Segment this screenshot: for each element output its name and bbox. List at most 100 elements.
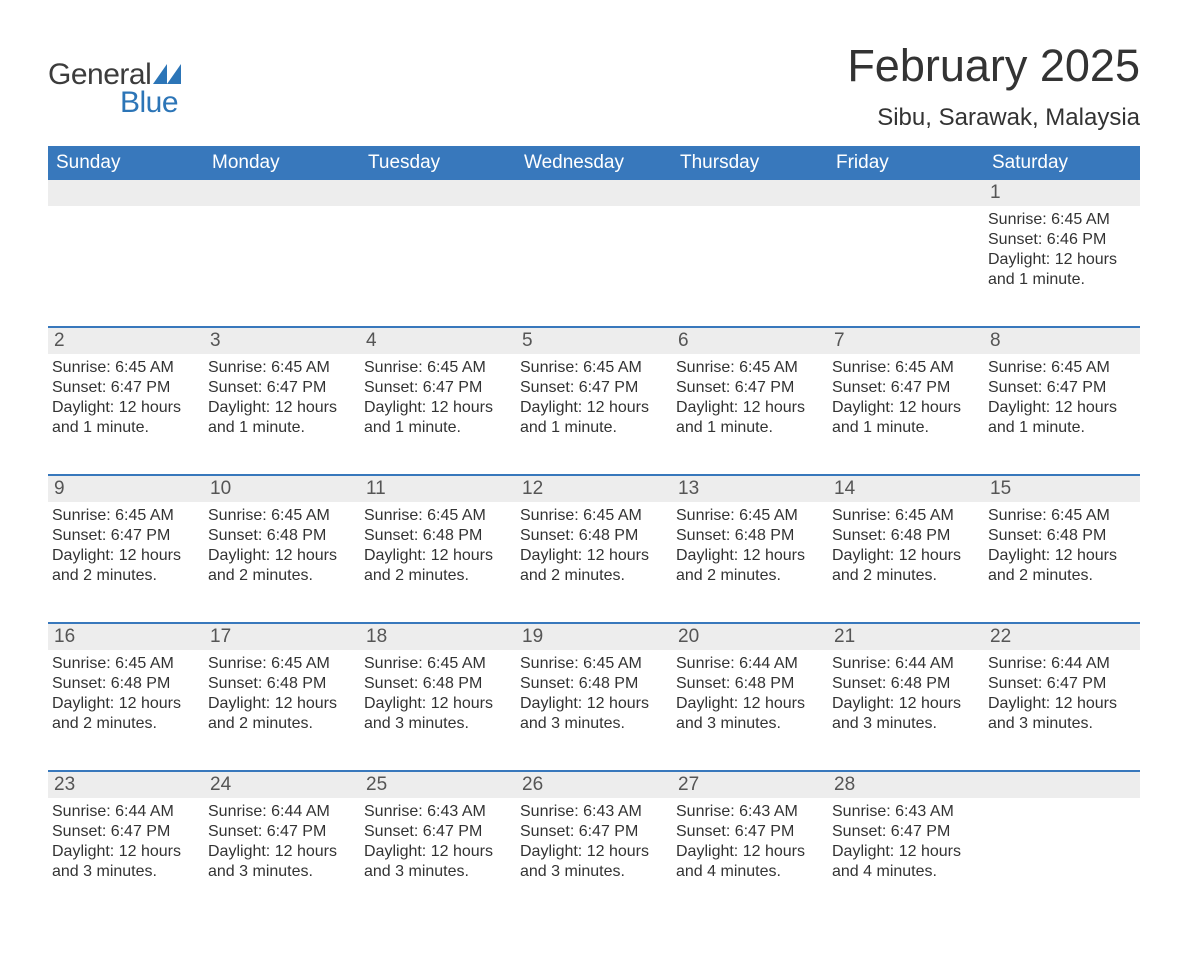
daylight-text: Daylight: 12 hours and 3 minutes. — [520, 694, 666, 734]
daylight-text: Daylight: 12 hours and 3 minutes. — [364, 694, 510, 734]
day-content: Sunrise: 6:44 AMSunset: 6:47 PMDaylight:… — [204, 798, 360, 898]
sunset-text: Sunset: 6:47 PM — [364, 378, 510, 398]
day-content-row: Sunrise: 6:45 AMSunset: 6:48 PMDaylight:… — [48, 650, 1140, 750]
day-content: Sunrise: 6:45 AMSunset: 6:47 PMDaylight:… — [48, 502, 204, 602]
daylight-text: Daylight: 12 hours and 3 minutes. — [520, 842, 666, 882]
day-number: 27 — [672, 772, 828, 798]
day-number: 25 — [360, 772, 516, 798]
day-content: Sunrise: 6:44 AMSunset: 6:47 PMDaylight:… — [984, 650, 1140, 750]
daylight-text: Daylight: 12 hours and 3 minutes. — [676, 694, 822, 734]
day-number: 18 — [360, 624, 516, 650]
sunset-text: Sunset: 6:46 PM — [988, 230, 1134, 250]
day-number: 1 — [984, 180, 1140, 206]
sunrise-text: Sunrise: 6:45 AM — [364, 358, 510, 378]
day-number: 14 — [828, 476, 984, 502]
sunset-text: Sunset: 6:48 PM — [676, 526, 822, 546]
day-content: Sunrise: 6:45 AMSunset: 6:48 PMDaylight:… — [204, 650, 360, 750]
day-content-row: Sunrise: 6:45 AMSunset: 6:47 PMDaylight:… — [48, 502, 1140, 602]
sunrise-text: Sunrise: 6:43 AM — [832, 802, 978, 822]
day-number-row: 232425262728 — [48, 772, 1140, 798]
day-content — [672, 206, 828, 306]
sunrise-text: Sunrise: 6:45 AM — [676, 506, 822, 526]
daylight-text: Daylight: 12 hours and 2 minutes. — [52, 546, 198, 586]
day-number: 23 — [48, 772, 204, 798]
sunset-text: Sunset: 6:47 PM — [832, 378, 978, 398]
sunrise-text: Sunrise: 6:45 AM — [988, 506, 1134, 526]
day-content: Sunrise: 6:45 AMSunset: 6:47 PMDaylight:… — [204, 354, 360, 454]
daylight-text: Daylight: 12 hours and 3 minutes. — [988, 694, 1134, 734]
daylight-text: Daylight: 12 hours and 2 minutes. — [208, 694, 354, 734]
daylight-text: Daylight: 12 hours and 3 minutes. — [364, 842, 510, 882]
day-number — [516, 180, 672, 206]
daylight-text: Daylight: 12 hours and 2 minutes. — [208, 546, 354, 586]
sunset-text: Sunset: 6:47 PM — [52, 378, 198, 398]
day-number-row: 1 — [48, 180, 1140, 206]
day-content — [828, 206, 984, 306]
sunrise-text: Sunrise: 6:45 AM — [52, 654, 198, 674]
day-content: Sunrise: 6:44 AMSunset: 6:48 PMDaylight:… — [828, 650, 984, 750]
sunrise-text: Sunrise: 6:45 AM — [988, 210, 1134, 230]
day-content: Sunrise: 6:45 AMSunset: 6:48 PMDaylight:… — [516, 502, 672, 602]
day-number: 24 — [204, 772, 360, 798]
sunset-text: Sunset: 6:47 PM — [364, 822, 510, 842]
sunrise-text: Sunrise: 6:45 AM — [520, 654, 666, 674]
day-content — [204, 206, 360, 306]
weekday-label: Wednesday — [516, 146, 672, 180]
sunrise-text: Sunrise: 6:45 AM — [676, 358, 822, 378]
daylight-text: Daylight: 12 hours and 4 minutes. — [676, 842, 822, 882]
sunset-text: Sunset: 6:48 PM — [364, 674, 510, 694]
day-number-row: 16171819202122 — [48, 624, 1140, 650]
sunrise-text: Sunrise: 6:43 AM — [676, 802, 822, 822]
day-number: 13 — [672, 476, 828, 502]
day-content: Sunrise: 6:45 AMSunset: 6:48 PMDaylight:… — [828, 502, 984, 602]
sunset-text: Sunset: 6:47 PM — [676, 822, 822, 842]
day-content: Sunrise: 6:44 AMSunset: 6:48 PMDaylight:… — [672, 650, 828, 750]
sunset-text: Sunset: 6:47 PM — [520, 378, 666, 398]
day-content: Sunrise: 6:45 AMSunset: 6:48 PMDaylight:… — [516, 650, 672, 750]
header: General Blue February 2025 Sibu, Sarawak… — [48, 40, 1140, 132]
day-content: Sunrise: 6:43 AMSunset: 6:47 PMDaylight:… — [672, 798, 828, 898]
brand-logo: General Blue — [48, 58, 181, 120]
day-number: 3 — [204, 328, 360, 354]
sunset-text: Sunset: 6:48 PM — [832, 526, 978, 546]
day-number: 6 — [672, 328, 828, 354]
sunset-text: Sunset: 6:48 PM — [52, 674, 198, 694]
daylight-text: Daylight: 12 hours and 4 minutes. — [832, 842, 978, 882]
daylight-text: Daylight: 12 hours and 1 minute. — [832, 398, 978, 438]
sunrise-text: Sunrise: 6:44 AM — [988, 654, 1134, 674]
day-number: 17 — [204, 624, 360, 650]
sunrise-text: Sunrise: 6:44 AM — [208, 802, 354, 822]
day-number: 7 — [828, 328, 984, 354]
calendar: SundayMondayTuesdayWednesdayThursdayFrid… — [48, 146, 1140, 898]
daylight-text: Daylight: 12 hours and 1 minute. — [364, 398, 510, 438]
day-content: Sunrise: 6:45 AMSunset: 6:48 PMDaylight:… — [360, 650, 516, 750]
day-content: Sunrise: 6:45 AMSunset: 6:48 PMDaylight:… — [984, 502, 1140, 602]
daylight-text: Daylight: 12 hours and 1 minute. — [988, 250, 1134, 290]
day-number — [204, 180, 360, 206]
sunrise-text: Sunrise: 6:45 AM — [52, 358, 198, 378]
day-content: Sunrise: 6:45 AMSunset: 6:47 PMDaylight:… — [828, 354, 984, 454]
day-number: 28 — [828, 772, 984, 798]
sunrise-text: Sunrise: 6:45 AM — [208, 358, 354, 378]
day-content: Sunrise: 6:45 AMSunset: 6:47 PMDaylight:… — [672, 354, 828, 454]
sunset-text: Sunset: 6:48 PM — [520, 526, 666, 546]
sunrise-text: Sunrise: 6:45 AM — [520, 358, 666, 378]
daylight-text: Daylight: 12 hours and 1 minute. — [208, 398, 354, 438]
day-number: 10 — [204, 476, 360, 502]
sunrise-text: Sunrise: 6:45 AM — [364, 506, 510, 526]
sunset-text: Sunset: 6:48 PM — [988, 526, 1134, 546]
sunrise-text: Sunrise: 6:45 AM — [208, 654, 354, 674]
sunrise-text: Sunrise: 6:45 AM — [988, 358, 1134, 378]
weekday-label: Saturday — [984, 146, 1140, 180]
day-number: 22 — [984, 624, 1140, 650]
sunset-text: Sunset: 6:48 PM — [676, 674, 822, 694]
sunset-text: Sunset: 6:47 PM — [208, 378, 354, 398]
day-number: 26 — [516, 772, 672, 798]
sunrise-text: Sunrise: 6:45 AM — [832, 358, 978, 378]
day-content-row: Sunrise: 6:45 AMSunset: 6:46 PMDaylight:… — [48, 206, 1140, 306]
day-number — [984, 772, 1140, 798]
daylight-text: Daylight: 12 hours and 2 minutes. — [364, 546, 510, 586]
sunrise-text: Sunrise: 6:43 AM — [364, 802, 510, 822]
brand-word2: Blue — [120, 86, 178, 120]
daylight-text: Daylight: 12 hours and 2 minutes. — [988, 546, 1134, 586]
